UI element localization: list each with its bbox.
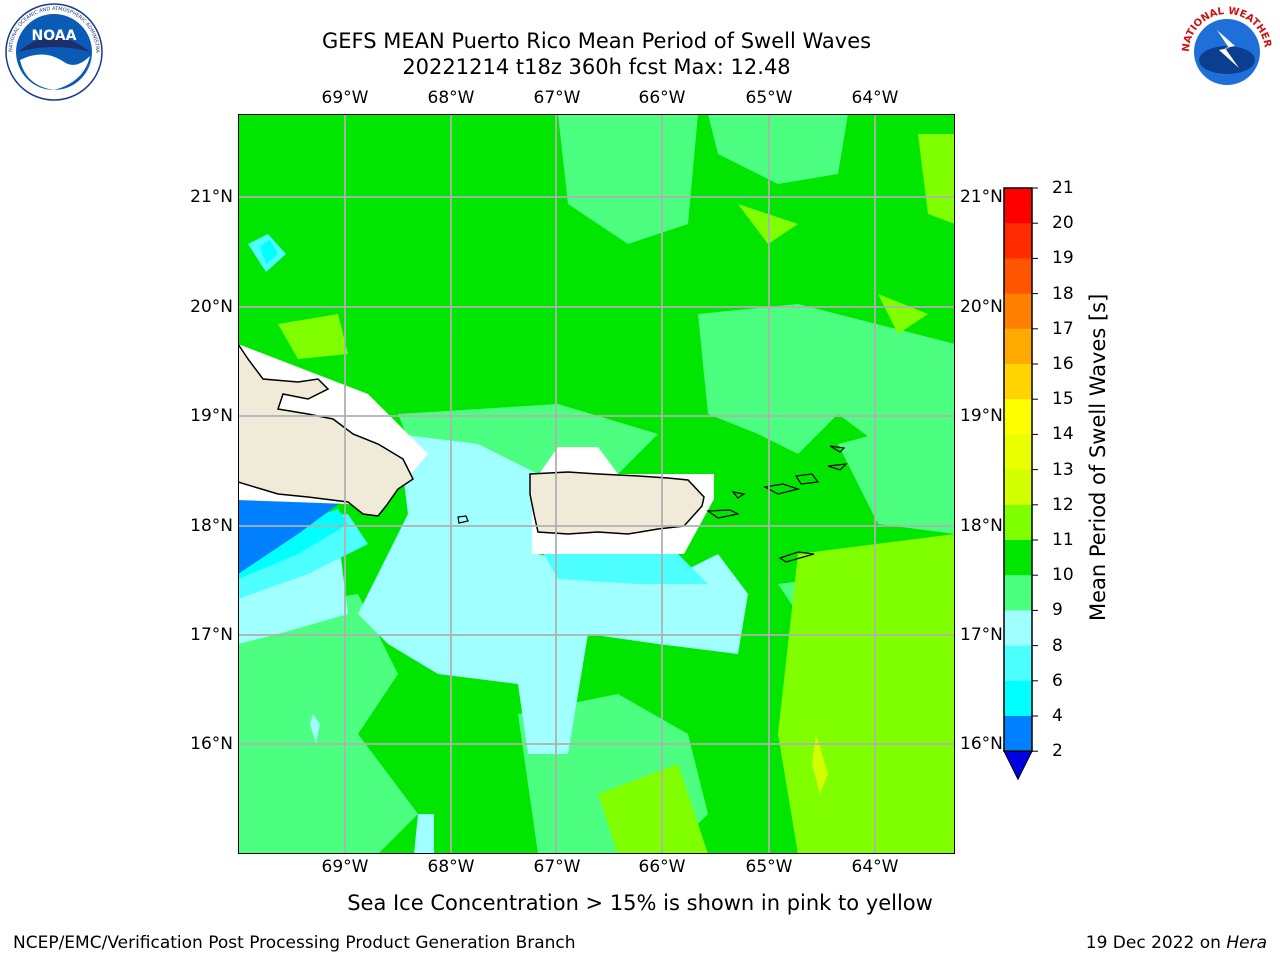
- top-lon-tick: 67°W: [533, 88, 581, 108]
- top-lon-tick: 68°W: [427, 88, 475, 108]
- bottom-lon-tick: 68°W: [427, 857, 475, 877]
- top-lon-tick: 69°W: [321, 88, 369, 108]
- colorbar-segment: [1004, 540, 1032, 576]
- footer-date-text: 19 Dec 2022 on: [1085, 933, 1227, 953]
- colorbar-segment: [1004, 575, 1032, 611]
- sea-ice-caption: Sea Ice Concentration > 15% is shown in …: [347, 891, 933, 915]
- chart-title: GEFS MEAN Puerto Rico Mean Period of Swe…: [321, 29, 872, 53]
- chart-subtitle: 20221214 t18z 360h fcst Max: 12.48: [402, 55, 791, 79]
- top-lon-tick: 66°W: [638, 88, 686, 108]
- bottom-lon-tick: 66°W: [638, 857, 686, 877]
- colorbar-tick-label: 6: [1052, 670, 1063, 691]
- right-lat-tick: 16°N: [960, 734, 1003, 754]
- colorbar-segment: [1004, 223, 1032, 259]
- svg-text:NOAA: NOAA: [32, 28, 77, 44]
- colorbar-segment: [1004, 469, 1032, 506]
- colorbar-tick-label: 2: [1052, 741, 1063, 762]
- colorbar: [1003, 187, 1038, 781]
- colorbar-title: Mean Period of Swell Waves [s]: [1086, 293, 1110, 621]
- right-lat-tick: 21°N: [960, 187, 1003, 207]
- left-lat-tick: 20°N: [190, 297, 233, 317]
- colorbar-tick-label: 12: [1052, 494, 1074, 515]
- right-lat-tick: 20°N: [960, 297, 1003, 317]
- footer-credit: NCEP/EMC/Verification Post Processing Pr…: [13, 933, 576, 953]
- left-lat-tick: 19°N: [190, 406, 233, 426]
- colorbar-tick-label: 14: [1052, 424, 1074, 445]
- colorbar-tick-label: 18: [1052, 283, 1074, 304]
- colorbar-tick-label: 11: [1052, 530, 1074, 550]
- bottom-lon-tick: 67°W: [533, 857, 581, 877]
- right-lat-tick: 18°N: [960, 516, 1003, 536]
- right-lat-tick: 17°N: [960, 625, 1003, 645]
- left-lat-tick: 21°N: [190, 187, 233, 207]
- colorbar-tick-label: 19: [1052, 248, 1074, 269]
- colorbar-tick-label: 8: [1052, 635, 1063, 656]
- colorbar-tick-label: 21: [1052, 178, 1074, 198]
- left-lat-tick: 18°N: [190, 516, 233, 536]
- left-lat-tick: 17°N: [190, 625, 233, 645]
- footer-date: 19 Dec 2022 on Hera: [1086, 933, 1267, 953]
- footer-host: Hera: [1226, 933, 1267, 953]
- top-lon-tick: 65°W: [745, 88, 793, 108]
- colorbar-extend-arrow: [1003, 750, 1033, 781]
- bottom-lon-tick: 69°W: [321, 857, 369, 877]
- swell-period-map: [238, 114, 955, 854]
- left-lat-tick: 16°N: [190, 734, 233, 754]
- colorbar-segment: [1004, 434, 1032, 471]
- colorbar-segment: [1004, 364, 1032, 400]
- bottom-lon-tick: 65°W: [745, 857, 793, 877]
- colorbar-tick-label: 10: [1052, 565, 1074, 586]
- colorbar-segment: [1004, 399, 1032, 435]
- colorbar-segment: [1004, 188, 1032, 224]
- top-lon-tick: 64°W: [851, 88, 899, 108]
- noaa-logo: NOAA NATIONAL OCEANIC AND ATMOSPHERIC AD…: [4, 2, 103, 101]
- colorbar-tick-label: 13: [1052, 459, 1074, 480]
- colorbar-tick-label: 4: [1052, 706, 1063, 726]
- colorbar-tick-label: 20: [1052, 213, 1074, 234]
- nws-logo: NATIONAL WEATHER SERVICE: [1177, 2, 1275, 100]
- colorbar-segment: [1004, 293, 1032, 330]
- colorbar-tick-label: 16: [1052, 354, 1074, 374]
- colorbar-segment: [1004, 504, 1032, 541]
- colorbar-segment: [1004, 680, 1032, 717]
- colorbar-segment: [1004, 610, 1032, 647]
- bottom-lon-tick: 64°W: [851, 857, 899, 877]
- colorbar-tick-label: 9: [1052, 600, 1063, 621]
- right-lat-tick: 19°N: [960, 406, 1003, 426]
- colorbar-segment: [1004, 258, 1032, 295]
- colorbar-tick-label: 17: [1052, 318, 1074, 339]
- colorbar-segment: [1004, 716, 1032, 752]
- colorbar-segment: [1004, 328, 1032, 365]
- colorbar-tick-label: 15: [1052, 389, 1074, 410]
- colorbar-segment: [1004, 645, 1032, 682]
